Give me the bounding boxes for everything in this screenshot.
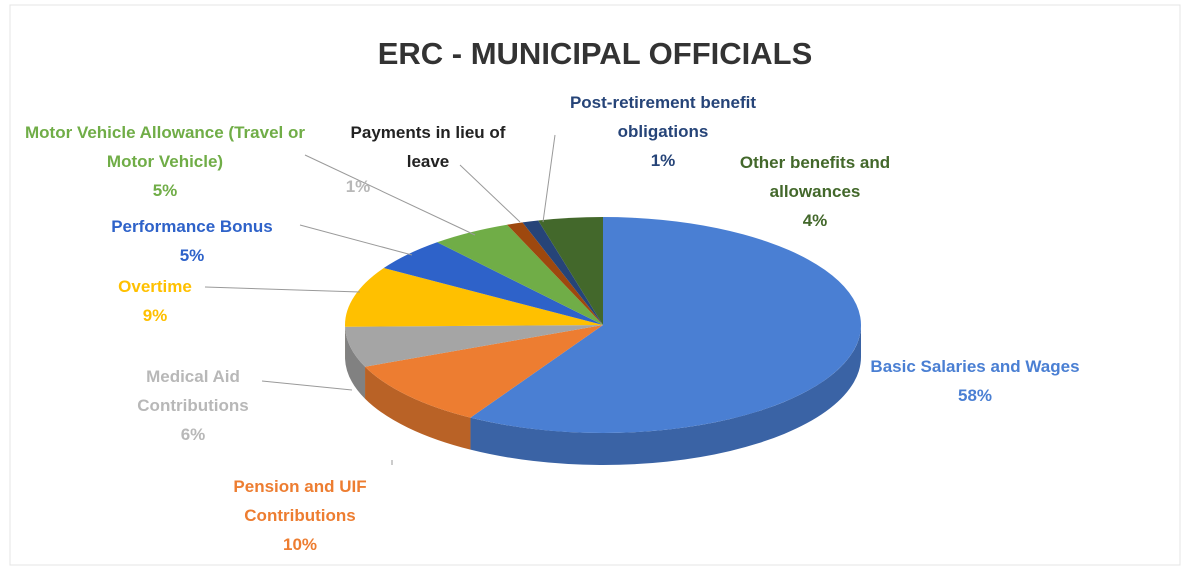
leader-line — [261, 380, 353, 391]
data-label: Overtime 9% — [90, 272, 220, 330]
slice — [507, 222, 603, 325]
slice — [345, 325, 603, 367]
data-label: Post-retirement benefit obligations 1% — [558, 88, 768, 175]
category-label: Medical Aid Contributions — [137, 367, 249, 415]
slice-side — [365, 366, 471, 450]
slice-side — [470, 325, 861, 465]
value-label: 6% — [180, 425, 206, 444]
value-label: 58% — [957, 386, 993, 405]
value-label: 9% — [142, 306, 168, 325]
data-label: Basic Salaries and Wages 58% — [860, 352, 1090, 410]
data-label: Motor Vehicle Allowance (Travel or Motor… — [0, 118, 330, 205]
category-label: Basic Salaries and Wages — [870, 357, 1080, 376]
data-label: Other benefits and allowances 4% — [720, 148, 910, 235]
data-label: Medical Aid Contributions 6% — [108, 362, 278, 449]
category-label: Overtime — [118, 277, 192, 296]
slice — [470, 217, 861, 433]
leader-line — [459, 164, 521, 223]
slice — [538, 217, 603, 325]
slice — [345, 268, 603, 327]
slice-side — [345, 326, 366, 399]
chart-title: ERC - MUNICIPAL OFFICIALS — [377, 36, 813, 71]
leader-line — [204, 286, 361, 293]
slice — [437, 224, 603, 325]
leader-line — [542, 134, 556, 223]
category-label: Pension and UIF Contributions — [233, 477, 367, 525]
value-label: 1% — [345, 177, 371, 196]
data-label: Performance Bonus 5% — [67, 212, 317, 270]
slice — [365, 325, 603, 418]
data-label: Payments in lieu of leave 1% — [328, 118, 528, 196]
value-label: 5% — [152, 181, 178, 200]
data-label: Pension and UIF Contributions 10% — [195, 472, 405, 559]
category-label: Motor Vehicle Allowance (Travel or Motor… — [25, 123, 305, 171]
category-label: Other benefits and allowances — [739, 153, 891, 201]
value-label: 5% — [179, 246, 205, 265]
category-label: Post-retirement benefit obligations — [569, 93, 757, 141]
leader-line — [304, 154, 476, 236]
value-label: 4% — [802, 211, 828, 230]
value-label: 1% — [650, 151, 676, 170]
frame — [9, 4, 1181, 566]
category-label: Payments in lieu of leave — [350, 123, 506, 171]
slice — [522, 220, 603, 325]
category-label: Performance Bonus — [111, 217, 273, 236]
slice — [383, 242, 603, 325]
value-label: 10% — [282, 535, 318, 554]
leader-line — [299, 224, 413, 256]
